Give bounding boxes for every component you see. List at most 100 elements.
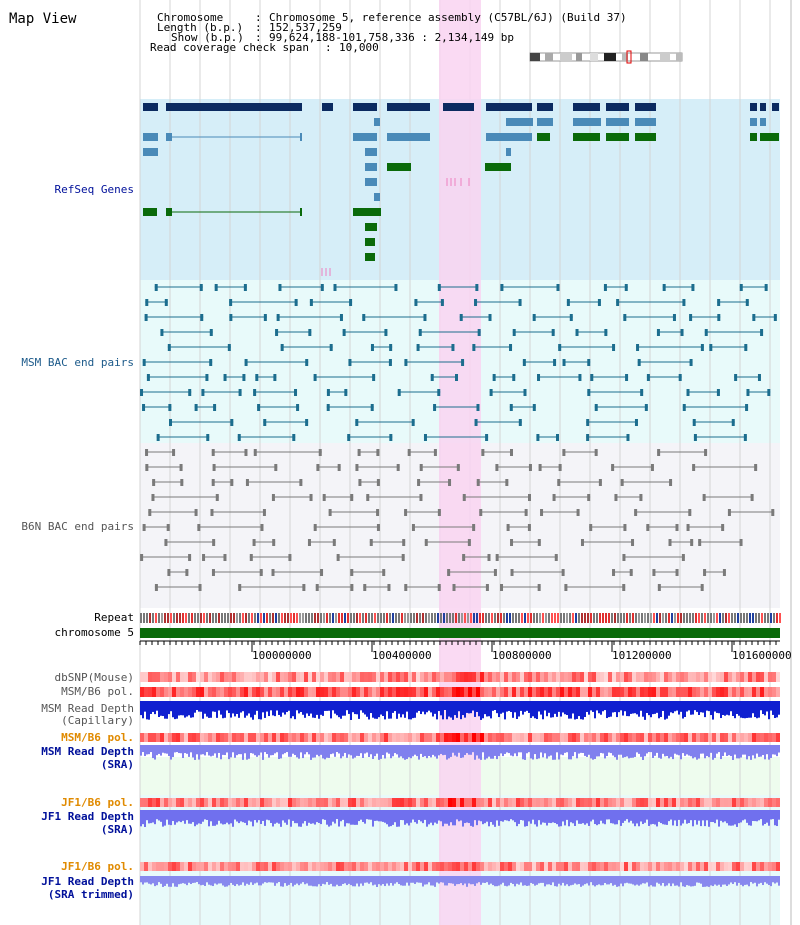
b6n-bac-end-pairs-track[interactable] [140, 449, 775, 591]
heat-cell [596, 672, 600, 682]
refseq-genes-track[interactable] [143, 103, 779, 276]
depth-bar [270, 876, 272, 883]
depth-bar [458, 876, 460, 885]
depth-bar [470, 876, 472, 885]
heat-cell [268, 798, 272, 807]
depth-bar [368, 745, 370, 757]
pair-end [272, 539, 276, 546]
heat-cell [652, 862, 656, 871]
pair-end [223, 374, 227, 381]
heat-cell [656, 672, 660, 682]
heat-cell [508, 672, 512, 682]
heat-cell [764, 862, 768, 871]
heat-cell [296, 672, 300, 682]
selection-highlight[interactable] [439, 0, 481, 925]
depth-bar [484, 701, 486, 715]
heat-cell [716, 733, 720, 742]
repeat-mark [368, 613, 370, 623]
depth-bar [448, 876, 450, 884]
heat-cell [752, 687, 756, 697]
depth-bar [578, 810, 580, 824]
pair-end [278, 284, 282, 291]
heat-cell [476, 687, 480, 697]
heat-cell [264, 798, 268, 807]
repeat-mark [575, 613, 577, 623]
pair-end [587, 494, 591, 501]
depth-bar [540, 701, 542, 715]
heat-cell [324, 672, 328, 682]
depth-bar [414, 810, 416, 823]
repeat-mark [410, 613, 412, 623]
depth-bar [188, 876, 190, 883]
heat-cell [672, 672, 676, 682]
pair-end [350, 584, 354, 591]
depth-bar [764, 701, 766, 716]
depth-bar [430, 745, 432, 758]
repeat-mark [761, 613, 763, 623]
refseq-track-label[interactable]: RefSeq Genes [55, 183, 134, 196]
pair-end [532, 314, 536, 321]
heat-cell [672, 798, 676, 807]
depth-bar [424, 701, 426, 715]
depth-bar [730, 701, 732, 712]
heat-cell [160, 862, 164, 871]
pair-end [294, 389, 298, 396]
depth-bar [388, 701, 390, 719]
heat-cell [728, 687, 732, 697]
depth-bar [176, 745, 178, 753]
depth-bar [252, 745, 254, 754]
gene-block [374, 118, 380, 126]
pair-end [518, 299, 522, 306]
depth-bar [750, 810, 752, 826]
repeat-mark [593, 613, 595, 623]
repeat-mark [200, 613, 202, 623]
depth-bar [268, 876, 270, 883]
pair-end [614, 494, 618, 501]
depth-bar [354, 810, 356, 825]
msm-bac-track-label[interactable]: MSM BAC end pairs [21, 356, 134, 369]
depth-bar [538, 701, 540, 712]
pair-end [382, 569, 386, 576]
depth-bar [742, 810, 744, 821]
msm-read-depth-sra-sub: (SRA) [101, 758, 134, 771]
pair-end [424, 539, 428, 546]
heat-cell [232, 862, 236, 871]
heat-cell [144, 687, 148, 697]
depth-bar [440, 876, 442, 883]
depth-bar [464, 876, 466, 884]
depth-bar [722, 701, 724, 715]
pair-end [417, 479, 421, 486]
depth-bar [260, 810, 262, 825]
depth-bar [526, 810, 528, 827]
depth-bar [462, 745, 464, 758]
depth-bar [748, 810, 750, 826]
chromosome-ideogram[interactable] [529, 50, 683, 64]
repeat-mark [287, 613, 289, 623]
heat-cell [160, 733, 164, 742]
heat-cell [532, 672, 536, 682]
msm-bac-end-pairs-track[interactable] [140, 284, 777, 441]
b6n-bac-track-label[interactable]: B6N BAC end pairs [21, 520, 134, 533]
repeat-mark [623, 613, 625, 623]
repeat-mark [674, 613, 676, 623]
depth-bar [360, 876, 362, 884]
depth-bar [204, 701, 206, 714]
heat-cell [648, 672, 652, 682]
repeat-mark [581, 613, 583, 623]
gene-block [365, 163, 377, 171]
pair-end [743, 434, 747, 441]
repeat-mark [485, 613, 487, 623]
depth-bar [180, 876, 182, 884]
depth-bar [480, 745, 482, 760]
heat-cell [744, 798, 748, 807]
chromosome-bar[interactable] [140, 628, 780, 638]
ideogram-band [622, 53, 628, 61]
depth-bar [498, 876, 500, 886]
gene-block [606, 103, 629, 111]
heat-cell [424, 798, 428, 807]
depth-bar [540, 745, 542, 753]
heat-cell [512, 687, 516, 697]
pair-end [624, 284, 628, 291]
depth-bar [710, 876, 712, 886]
